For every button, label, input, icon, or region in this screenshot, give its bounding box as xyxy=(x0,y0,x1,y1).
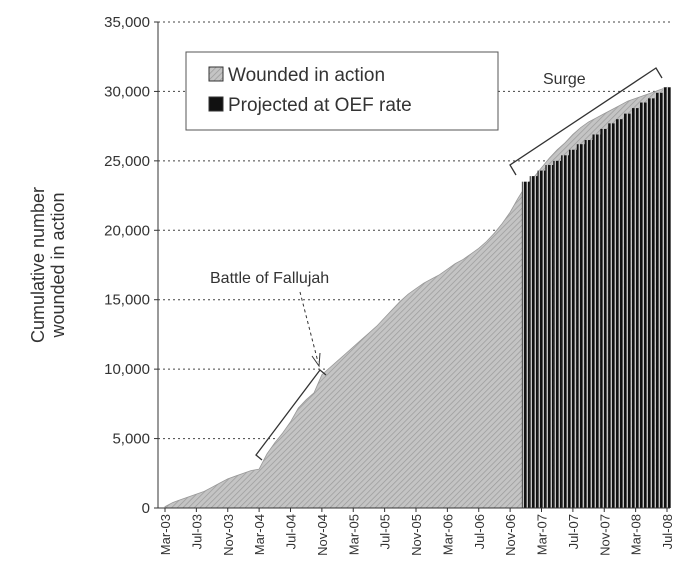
x-tick-label: Jul-03 xyxy=(189,514,204,549)
y-tick-label: 25,000 xyxy=(104,153,150,170)
bar xyxy=(616,119,624,508)
legend-box xyxy=(185,51,499,131)
x-tick-label: Jul-06 xyxy=(472,514,487,549)
x-tick-label: Nov-05 xyxy=(409,514,424,556)
bar xyxy=(545,165,554,508)
x-tick-label: Jul-04 xyxy=(284,514,299,549)
bar xyxy=(608,123,617,508)
bar xyxy=(537,170,546,508)
x-tick-label: Mar-07 xyxy=(535,514,550,555)
bar xyxy=(584,140,593,508)
annotation: Battle of Fallujah xyxy=(210,270,329,287)
x-tick-label: Mar-06 xyxy=(440,514,455,555)
y-axis-label-line: wounded in action xyxy=(48,192,68,338)
bar xyxy=(568,149,577,508)
legend: Wounded in action Projected at OEF rate xyxy=(185,51,499,131)
bracket xyxy=(255,369,327,461)
x-tick-label: Nov-06 xyxy=(503,514,518,556)
y-axis-label: Cumulative number wounded in action xyxy=(28,187,68,343)
bar xyxy=(592,134,601,508)
bar xyxy=(600,128,609,509)
bar xyxy=(655,92,664,509)
annotation-arrow xyxy=(299,291,319,363)
bar xyxy=(561,155,569,508)
x-tick-label: Nov-04 xyxy=(315,514,330,556)
y-tick-label: 5,000 xyxy=(112,431,150,448)
y-tick-label: 0 xyxy=(142,500,150,517)
bar xyxy=(553,160,562,508)
bar xyxy=(521,181,530,508)
x-tick-label: Mar-08 xyxy=(629,514,644,555)
arrowhead xyxy=(311,352,321,368)
x-tick-label: Mar-04 xyxy=(252,514,267,555)
y-axis-label-line: Cumulative number xyxy=(28,187,48,343)
x-tick-label: Nov-03 xyxy=(221,514,236,556)
bar xyxy=(663,87,671,509)
bracket xyxy=(509,67,663,176)
annotation: Surge xyxy=(543,71,586,88)
legend-swatch xyxy=(208,66,224,82)
bar xyxy=(529,176,538,509)
x-tick-label: Nov-07 xyxy=(597,514,612,556)
y-tick-label: 35,000 xyxy=(104,14,150,31)
x-tick-label: Mar-03 xyxy=(158,514,173,555)
y-tick-label: 10,000 xyxy=(104,361,150,378)
legend-swatch xyxy=(208,96,224,112)
legend-label: Wounded in action xyxy=(228,65,385,86)
x-tick-label: Jul-07 xyxy=(566,514,581,549)
bar xyxy=(647,98,656,508)
bar xyxy=(623,113,632,508)
x-tick-label: Jul-08 xyxy=(660,514,675,549)
x-tick-label: Mar-05 xyxy=(346,514,361,555)
x-tick-label: Jul-05 xyxy=(378,514,393,549)
y-tick-label: 30,000 xyxy=(104,83,150,100)
legend-label: Projected at OEF rate xyxy=(228,95,412,116)
y-tick-label: 15,000 xyxy=(104,292,150,309)
bar xyxy=(576,144,585,509)
bar xyxy=(631,108,640,508)
y-tick-label: 20,000 xyxy=(104,222,150,239)
bar xyxy=(639,102,648,508)
